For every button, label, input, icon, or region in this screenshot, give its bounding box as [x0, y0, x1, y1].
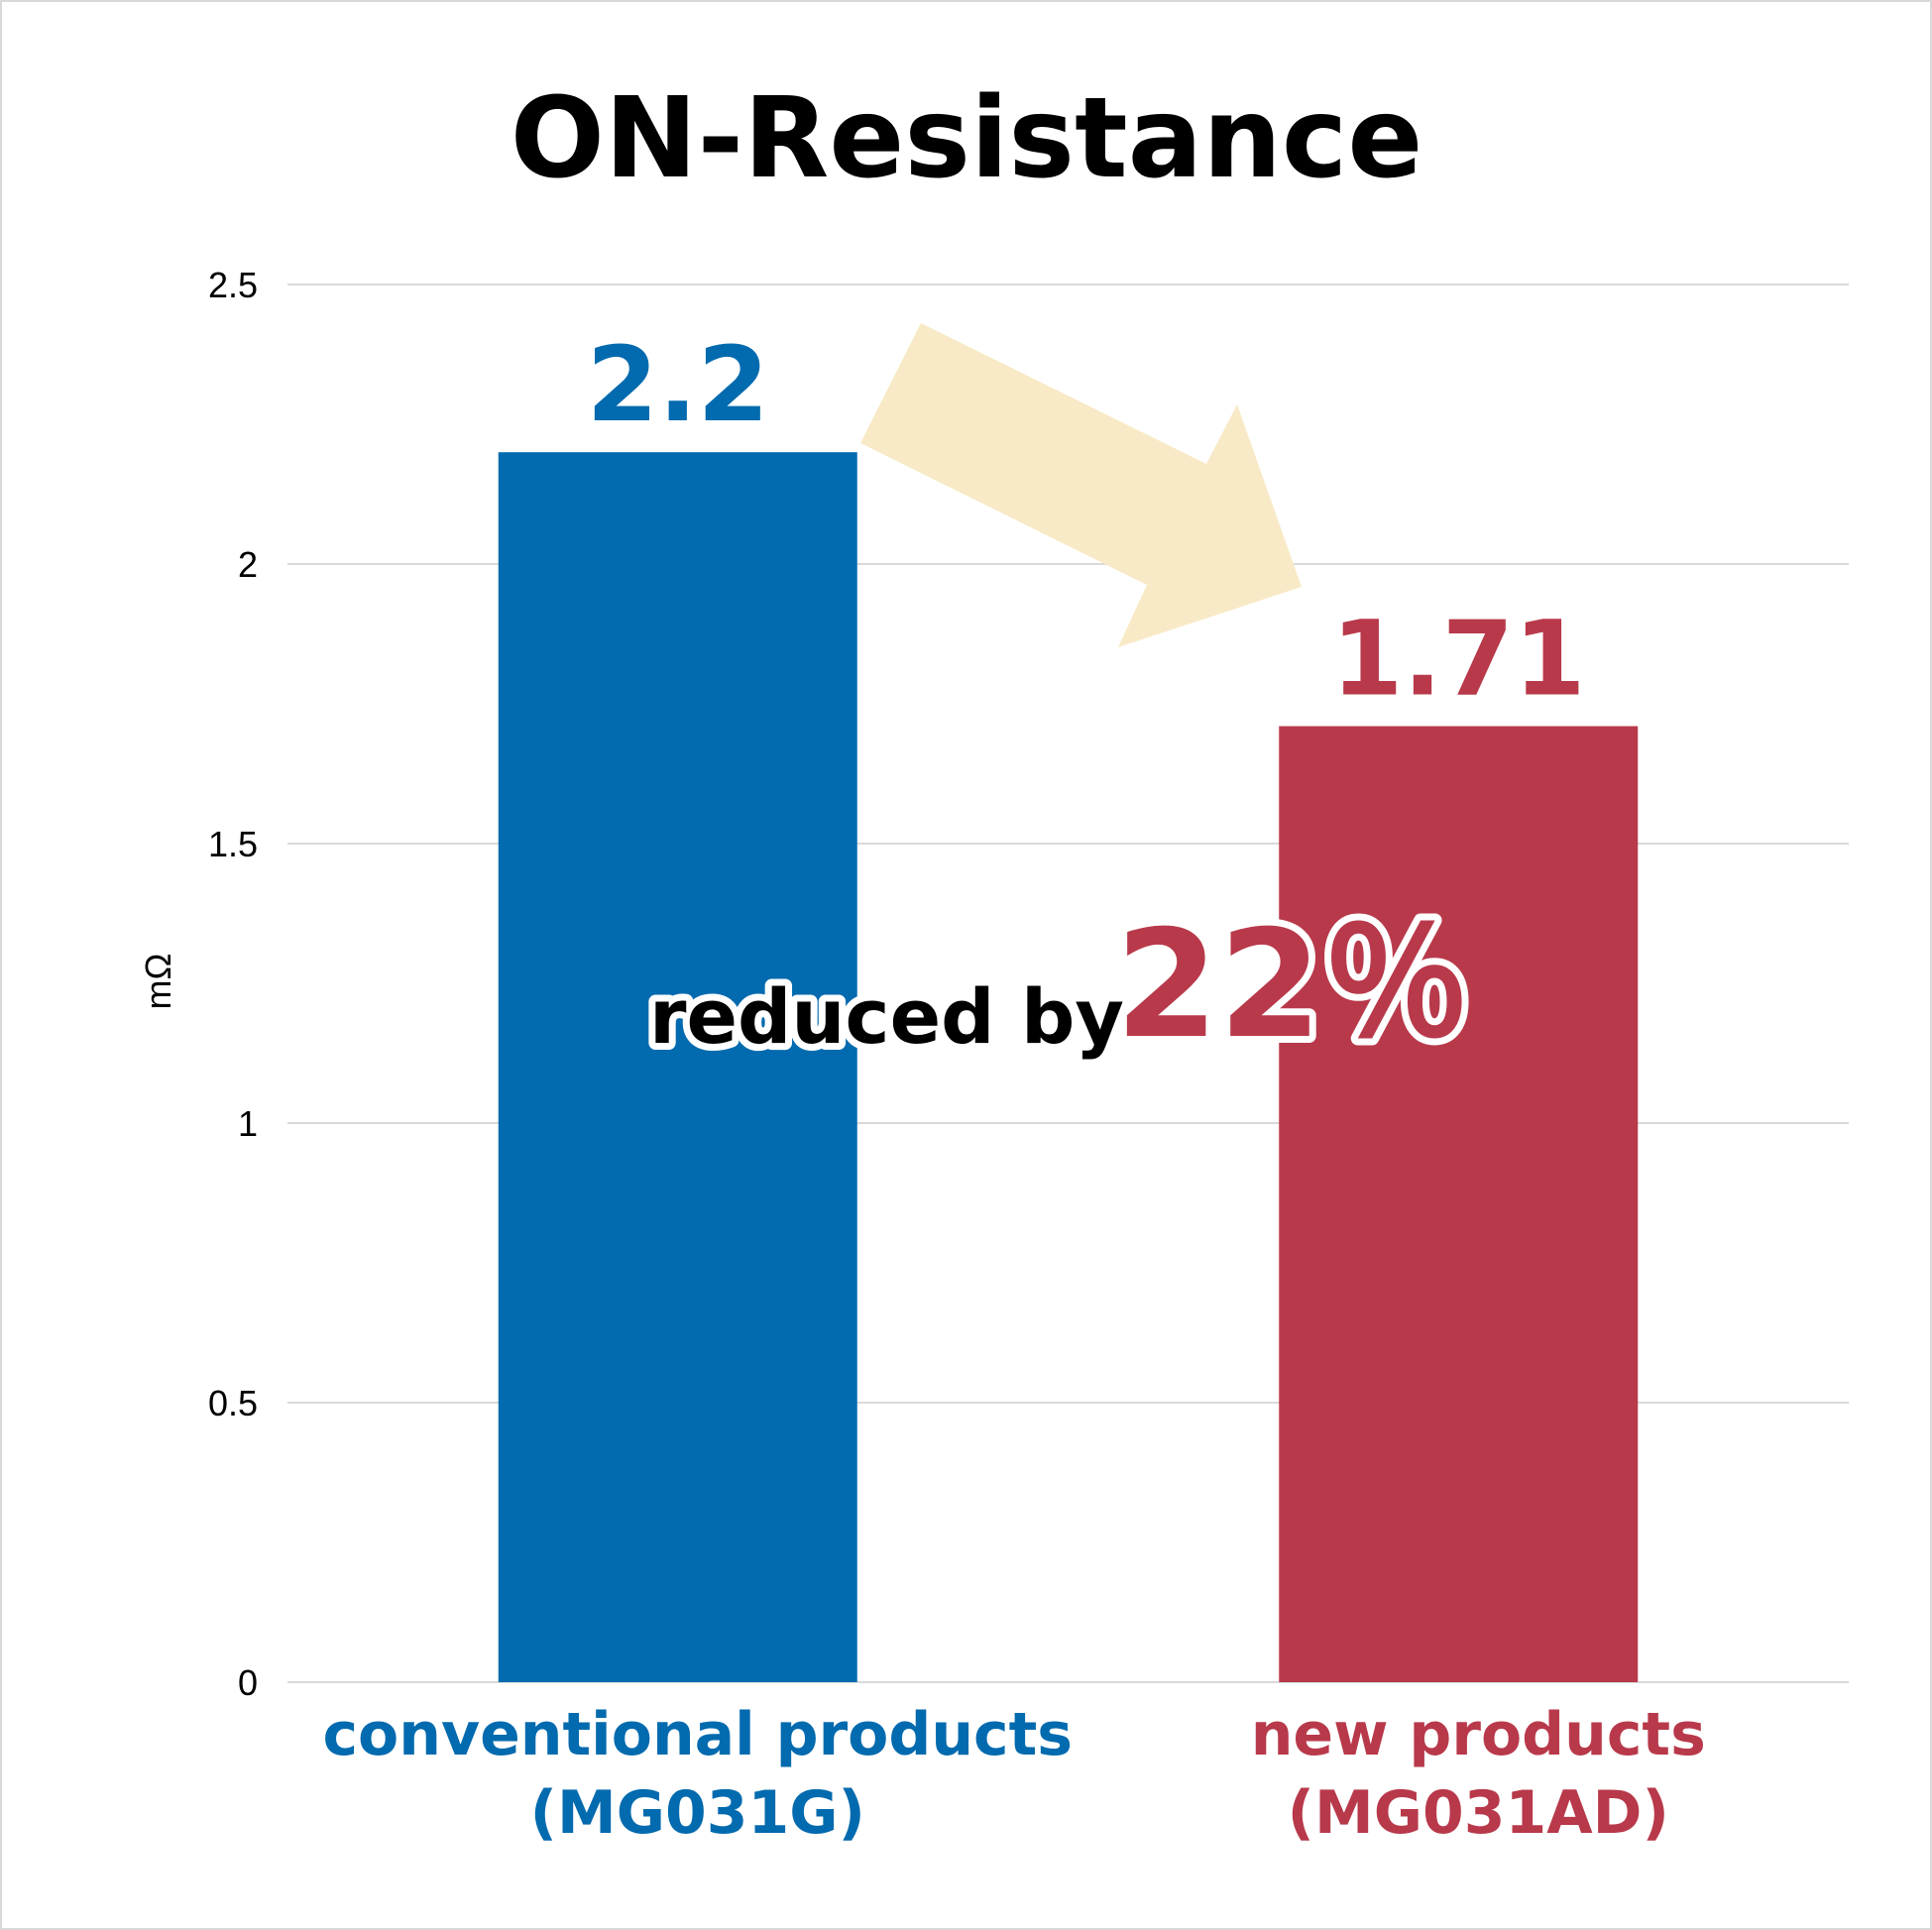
reduction-arrow	[860, 323, 1302, 647]
y-tick-label: 0.5	[208, 1383, 258, 1423]
y-tick-label: 2	[238, 544, 258, 585]
bars	[498, 452, 1639, 1683]
category-label-line2: (MG031AD)	[1288, 1778, 1669, 1848]
category-label-line1: new products	[1251, 1700, 1706, 1769]
y-tick-label: 2.5	[208, 265, 258, 305]
y-axis-ticks: 0 0.5 1 1.5 2 2.5	[208, 265, 258, 1703]
category-label-line2: (MG031G)	[530, 1778, 865, 1848]
bar	[1279, 726, 1639, 1682]
category-label-line1: conventional products	[322, 1700, 1073, 1769]
chart-title: ON-Resistance	[511, 74, 1423, 203]
reduction-text: reduced by	[649, 972, 1124, 1061]
y-axis-label: mΩ	[138, 954, 178, 1010]
value-labels: 2.2 1.71	[580, 317, 1593, 726]
value-label: 1.71	[1331, 599, 1586, 720]
bar	[498, 452, 857, 1683]
y-tick-label: 1.5	[208, 824, 258, 864]
category-labels: conventional products (MG031G) new product…	[322, 1700, 1705, 1848]
reduction-annotation: reduced by 22％	[642, 892, 1478, 1079]
reduction-percent: 22％	[1115, 899, 1471, 1072]
y-tick-label: 0	[238, 1662, 258, 1703]
value-label: 2.2	[587, 324, 769, 445]
y-tick-label: 1	[238, 1103, 258, 1144]
